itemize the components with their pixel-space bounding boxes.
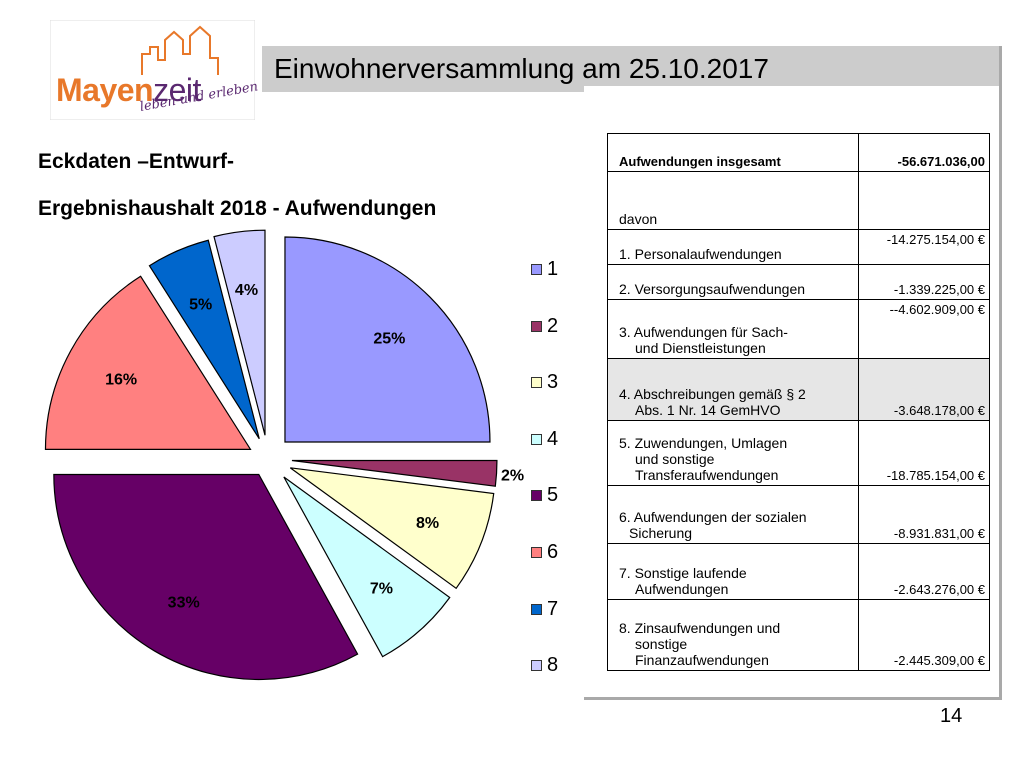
pie-slice-5 — [53, 473, 359, 681]
pie-slice-1 — [284, 236, 491, 443]
pie-label-7: 5% — [189, 296, 212, 313]
row-label: 6. Aufwendungen der sozialen Sicherung — [607, 485, 859, 544]
logo-wordmark: Mayenzeit — [56, 72, 201, 108]
legend-label-4: 4 — [547, 427, 559, 450]
subtitle-line-2: Ergebnishaushalt 2018 - Aufwendungen — [38, 197, 437, 220]
legend-swatch-7 — [531, 603, 542, 615]
title-bar: Einwohnerversammlung am 25.10.2017 — [262, 46, 1002, 92]
page-title: Einwohnerversammlung am 25.10.2017 — [274, 53, 769, 84]
row-label-line: Sicherung — [629, 525, 693, 541]
table-row: 4. Abschreibungen gemäß § 2 Abs. 1 Nr. 14… — [607, 358, 990, 421]
row-value: -2.445.309,00 € — [858, 599, 990, 671]
row-label-line: 5. Zuwendungen, Umlagen — [619, 435, 788, 451]
pie-label-4: 7% — [370, 581, 393, 598]
legend-swatch-4 — [531, 433, 542, 445]
legend-swatch-1 — [531, 264, 542, 275]
table-row-total: Aufwendungen insgesamt -56.671.036,00 — [607, 133, 990, 172]
row-label-line: 8. Zinsaufwendungen und — [619, 620, 781, 636]
row-label: 5. Zuwendungen, Umlagen und sonstige Trans… — [607, 420, 859, 486]
total-value: -56.671.036,00 — [858, 133, 990, 172]
row-label-line: 4. Abschreibungen gemäß § 2 — [619, 386, 806, 402]
row-label-line: 2. Versorgungsaufwendungen — [619, 281, 806, 297]
row-value: -2.643.276,00 € — [858, 543, 990, 600]
table-row: 2. Versorgungsaufwendungen -1.339.225,00 … — [607, 264, 990, 300]
row-value: -1.339.225,00 € — [858, 264, 990, 300]
table-row-davon: davon — [607, 171, 990, 230]
slide-number: 14 — [940, 705, 963, 727]
row-label-line: 7. Sonstige laufende — [619, 565, 747, 581]
row-label-line: 6. Aufwendungen der sozialen — [619, 509, 807, 525]
row-label: 4. Abschreibungen gemäß § 2 Abs. 1 Nr. 14… — [607, 358, 859, 421]
table-row: 3. Aufwendungen für Sach-und Dienstleist… — [607, 299, 990, 359]
row-value: -18.785.154,00 € — [858, 420, 990, 486]
pie-label-3: 8% — [416, 515, 439, 532]
total-label: Aufwendungen insgesamt — [607, 133, 859, 172]
pie-label-2: 2% — [501, 467, 524, 484]
row-label-line: 1. Personalaufwendungen — [619, 246, 782, 262]
row-value: -14.275.154,00 € — [858, 229, 990, 265]
legend-swatch-6 — [531, 547, 542, 558]
row-label-line: 3. Aufwendungen für Sach- — [619, 324, 788, 340]
row-label: 7. Sonstige laufende Aufwendungen — [607, 543, 859, 600]
legend-label-3: 3 — [547, 371, 559, 394]
legend-label-1: 1 — [547, 258, 559, 280]
town-silhouette-icon — [50, 20, 255, 120]
pie-slice-3 — [289, 467, 495, 590]
pie-label-8: 4% — [235, 282, 258, 299]
legend-label-7: 7 — [547, 597, 559, 620]
row-value: -3.648.178,00 € — [858, 358, 990, 421]
row-label-line: Abs. 1 Nr. 14 GemHVO — [635, 402, 781, 418]
davon-value — [858, 171, 990, 230]
row-value: -8.931.831,00 € — [858, 485, 990, 544]
row-label-line: Aufwendungen — [635, 581, 729, 597]
logo: Mayenzeit leben und erleben — [50, 20, 259, 120]
subtitle-line-1: Eckdaten –Entwurf- — [38, 150, 235, 173]
legend-swatch-2 — [531, 320, 542, 332]
pie-slice-6 — [44, 275, 252, 450]
table-row: 6. Aufwendungen der sozialen Sicherung -8.… — [607, 485, 990, 544]
row-label: 3. Aufwendungen für Sach-und Dienstleist… — [607, 299, 859, 359]
table-row: 1. Personalaufwendungen -14.275.154,00 € — [607, 229, 990, 265]
row-value: --4.602.909,00 € — [858, 299, 990, 359]
table-row: 8. Zinsaufwendungen und sonstige Finanzauf… — [607, 599, 990, 671]
legend-label-2: 2 — [547, 314, 559, 337]
pie-label-1: 25% — [373, 331, 405, 348]
row-label-line: Transferaufwendungen — [635, 467, 779, 483]
row-label: 2. Versorgungsaufwendungen — [607, 264, 859, 300]
legend-label-5: 5 — [547, 484, 559, 507]
davon-label: davon — [607, 171, 859, 230]
legend-swatch-5 — [531, 490, 542, 502]
row-label-line: sonstige — [635, 636, 688, 652]
table-row: 7. Sonstige laufende Aufwendungen -2.643.2… — [607, 543, 990, 600]
pie-slice-4 — [283, 476, 451, 658]
row-label-line: und Dienstleistungen — [635, 340, 766, 356]
row-label-line: Finanzaufwendungen — [635, 652, 769, 668]
legend-swatch-3 — [531, 377, 542, 389]
pie-label-5: 33% — [168, 595, 200, 612]
row-label: 8. Zinsaufwendungen und sonstige Finanzauf… — [607, 599, 859, 671]
row-label: 1. Personalaufwendungen — [607, 229, 859, 265]
pie-label-6: 16% — [105, 371, 137, 388]
legend-swatch-8 — [531, 660, 542, 672]
legend-label-8: 8 — [547, 654, 559, 677]
row-label-line: und sonstige — [635, 451, 715, 467]
pie-slice-2 — [291, 459, 498, 487]
expense-table: Aufwendungen insgesamt -56.671.036,00 da… — [607, 133, 990, 671]
pie-slice-8 — [213, 229, 266, 436]
pie-chart: 25% 2% 8% 7% 33% 16% 5% 4% — [44, 229, 524, 681]
legend-label-6: 6 — [547, 541, 559, 563]
table-row: 5. Zuwendungen, Umlagen und sonstige Trans… — [607, 420, 990, 486]
pie-slice-7 — [148, 239, 260, 440]
